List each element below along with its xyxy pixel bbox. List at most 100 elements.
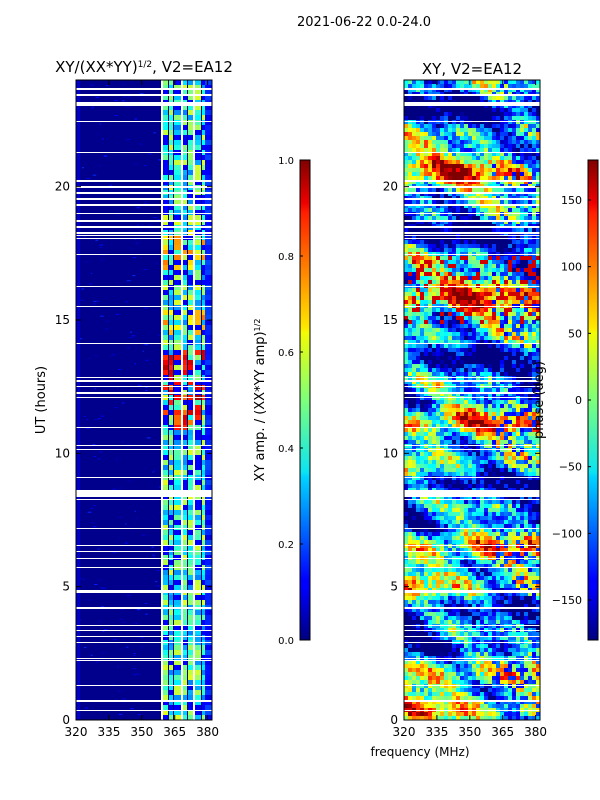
amp-cell xyxy=(174,705,181,710)
phase-cell xyxy=(516,132,520,136)
phase-cell xyxy=(432,468,436,472)
left-panel-title: XY/(XX*YY)1/2, V2=EA12 xyxy=(55,58,233,76)
phase-cell xyxy=(516,412,520,416)
phase-cell xyxy=(436,480,440,484)
phase-cell xyxy=(492,412,496,416)
phase-cell xyxy=(520,96,524,100)
amp-cell xyxy=(202,170,205,175)
phase-cell xyxy=(452,460,456,464)
phase-cell xyxy=(440,352,444,356)
phase-cell xyxy=(404,484,408,488)
phase-cell xyxy=(516,428,520,432)
phase-cell xyxy=(424,80,428,84)
amp-cell xyxy=(195,450,201,455)
amp-gap-row xyxy=(76,102,212,106)
phase-cell xyxy=(488,332,492,336)
phase-cell xyxy=(472,80,476,84)
phase-cell xyxy=(536,328,540,332)
amp-cell xyxy=(174,655,181,660)
phase-cell xyxy=(416,296,420,300)
phase-cell xyxy=(504,428,508,432)
amp-speckle xyxy=(136,673,140,675)
amp-cell xyxy=(202,385,205,390)
phase-cell xyxy=(464,128,468,132)
phase-cell xyxy=(448,164,452,168)
phase-cell xyxy=(480,480,484,484)
amp-cell xyxy=(188,420,193,425)
phase-cell xyxy=(468,168,472,172)
phase-cell xyxy=(424,292,428,296)
phase-cell xyxy=(528,248,532,252)
phase-cell xyxy=(444,292,448,296)
amp-cell xyxy=(195,175,201,180)
phase-cell xyxy=(460,156,464,160)
phase-cell xyxy=(424,468,428,472)
phase-cell xyxy=(472,228,476,232)
phase-cell xyxy=(452,108,456,112)
phase-cell xyxy=(488,296,492,300)
phase-cell xyxy=(408,260,412,264)
phase-cell xyxy=(408,280,412,284)
phase-cell xyxy=(500,272,504,276)
phase-cell xyxy=(528,324,532,328)
phase-cell xyxy=(420,316,424,320)
phase-cell xyxy=(472,348,476,352)
phase-cell xyxy=(476,116,480,120)
phase-cell xyxy=(480,320,484,324)
amp-speckle xyxy=(135,517,138,519)
amp-gap-row xyxy=(76,235,212,236)
amp-cell xyxy=(188,470,193,475)
phase-cell xyxy=(500,296,504,300)
phase-cell xyxy=(464,288,468,292)
phase-cell xyxy=(464,144,468,148)
phase-cell xyxy=(488,136,492,140)
phase-cell xyxy=(528,360,532,364)
amp-cell xyxy=(163,465,168,470)
phase-cell xyxy=(416,164,420,168)
phase-cell xyxy=(520,276,524,280)
amp-cell xyxy=(169,680,173,685)
phase-cell xyxy=(468,240,472,244)
phase-cell xyxy=(448,200,452,204)
phase-cell xyxy=(480,160,484,164)
amp-cell xyxy=(174,95,181,100)
phase-cell xyxy=(532,148,536,152)
phase-cell xyxy=(404,388,408,392)
amp-cell xyxy=(169,90,173,95)
amp-speckle xyxy=(148,225,151,227)
phase-cell xyxy=(528,152,532,156)
amp-cell xyxy=(183,300,187,305)
phase-cell xyxy=(536,408,540,412)
phase-cell xyxy=(460,280,464,284)
phase-cell xyxy=(428,464,432,468)
phase-cell xyxy=(460,144,464,148)
amp-cell xyxy=(202,215,205,220)
phase-cell xyxy=(468,420,472,424)
phase-cell xyxy=(448,276,452,280)
amp-cell xyxy=(205,255,212,260)
amp-cell xyxy=(174,260,181,265)
phase-cell xyxy=(464,424,468,428)
phase-cell xyxy=(404,300,408,304)
amp-cell xyxy=(169,245,173,250)
phase-cell xyxy=(488,484,492,488)
phase-cell xyxy=(504,404,508,408)
amp-cell xyxy=(188,400,193,405)
phase-cell xyxy=(496,456,500,460)
phase-cell xyxy=(436,80,440,84)
phase-cell xyxy=(404,136,408,140)
phase-cell xyxy=(488,268,492,272)
amp-cell xyxy=(188,145,193,150)
phase-cell xyxy=(500,124,504,128)
phase-cell xyxy=(536,272,540,276)
phase-cell xyxy=(412,96,416,100)
phase-cell xyxy=(416,324,420,328)
amp-cell xyxy=(163,580,168,585)
phase-cell xyxy=(440,340,444,344)
phase-cell xyxy=(468,200,472,204)
phase-cell xyxy=(420,416,424,420)
phase-cell xyxy=(520,404,524,408)
amp-speckle xyxy=(151,546,154,548)
amp-cell xyxy=(205,80,212,85)
phase-cell xyxy=(476,480,480,484)
